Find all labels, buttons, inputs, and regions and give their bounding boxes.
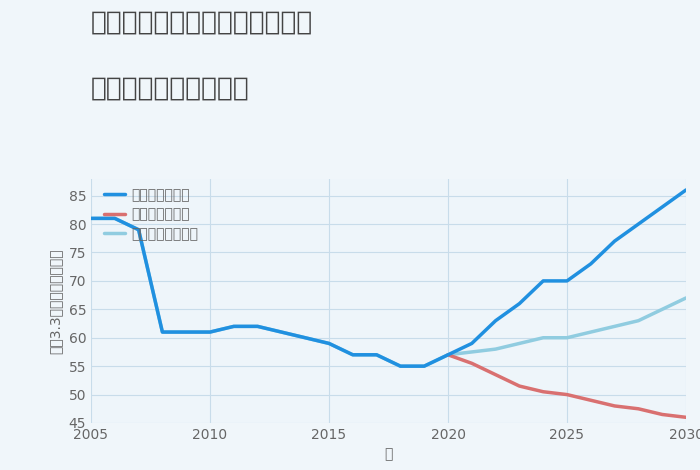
- ノーマルシナリオ: [491, 346, 500, 352]
- グッドシナリオ: [158, 329, 167, 335]
- グッドシナリオ: [206, 329, 214, 335]
- ノーマルシナリオ: [206, 329, 214, 335]
- バッドシナリオ: [491, 372, 500, 377]
- ノーマルシナリオ: [658, 306, 666, 312]
- グッドシナリオ: [444, 352, 452, 358]
- グッドシナリオ: [658, 204, 666, 210]
- バッドシナリオ: [610, 403, 619, 409]
- Text: 三重県津市一志町みのりヶ丘の: 三重県津市一志町みのりヶ丘の: [91, 9, 314, 35]
- バッドシナリオ: [634, 406, 643, 412]
- ノーマルシナリオ: [634, 318, 643, 323]
- グッドシナリオ: [468, 341, 476, 346]
- バッドシナリオ: [682, 415, 690, 420]
- グッドシナリオ: [539, 278, 547, 284]
- グッドシナリオ: [491, 318, 500, 323]
- バッドシナリオ: [658, 412, 666, 417]
- グッドシナリオ: [301, 335, 309, 341]
- ノーマルシナリオ: [277, 329, 286, 335]
- バッドシナリオ: [444, 352, 452, 358]
- バッドシナリオ: [515, 383, 524, 389]
- ノーマルシナリオ: [349, 352, 357, 358]
- ノーマルシナリオ: [468, 349, 476, 355]
- Y-axis label: 坪（3.3㎡）単価（万円）: 坪（3.3㎡）単価（万円）: [49, 248, 63, 353]
- グッドシナリオ: [372, 352, 381, 358]
- X-axis label: 年: 年: [384, 447, 393, 462]
- バッドシナリオ: [539, 389, 547, 394]
- バッドシナリオ: [563, 392, 571, 398]
- ノーマルシナリオ: [111, 216, 119, 221]
- ノーマルシナリオ: [325, 341, 333, 346]
- グッドシナリオ: [277, 329, 286, 335]
- バッドシナリオ: [587, 398, 595, 403]
- ノーマルシナリオ: [182, 329, 190, 335]
- Line: グッドシナリオ: グッドシナリオ: [91, 190, 686, 366]
- ノーマルシナリオ: [610, 323, 619, 329]
- ノーマルシナリオ: [134, 227, 143, 233]
- グッドシナリオ: [253, 323, 262, 329]
- ノーマルシナリオ: [372, 352, 381, 358]
- グッドシナリオ: [325, 341, 333, 346]
- グッドシナリオ: [134, 227, 143, 233]
- グッドシナリオ: [230, 323, 238, 329]
- Line: ノーマルシナリオ: ノーマルシナリオ: [91, 219, 686, 366]
- ノーマルシナリオ: [158, 329, 167, 335]
- グッドシナリオ: [563, 278, 571, 284]
- ノーマルシナリオ: [682, 295, 690, 301]
- グッドシナリオ: [634, 221, 643, 227]
- ノーマルシナリオ: [563, 335, 571, 341]
- グッドシナリオ: [349, 352, 357, 358]
- グッドシナリオ: [515, 301, 524, 306]
- ノーマルシナリオ: [230, 323, 238, 329]
- ノーマルシナリオ: [539, 335, 547, 341]
- ノーマルシナリオ: [253, 323, 262, 329]
- グッドシナリオ: [587, 261, 595, 266]
- ノーマルシナリオ: [301, 335, 309, 341]
- グッドシナリオ: [682, 187, 690, 193]
- バッドシナリオ: [468, 360, 476, 366]
- グッドシナリオ: [396, 363, 405, 369]
- グッドシナリオ: [420, 363, 428, 369]
- Legend: グッドシナリオ, バッドシナリオ, ノーマルシナリオ: グッドシナリオ, バッドシナリオ, ノーマルシナリオ: [104, 188, 199, 241]
- グッドシナリオ: [111, 216, 119, 221]
- Text: 中古戸建ての価格推移: 中古戸建ての価格推移: [91, 75, 250, 101]
- ノーマルシナリオ: [587, 329, 595, 335]
- グッドシナリオ: [87, 216, 95, 221]
- ノーマルシナリオ: [444, 352, 452, 358]
- ノーマルシナリオ: [420, 363, 428, 369]
- ノーマルシナリオ: [515, 341, 524, 346]
- Line: バッドシナリオ: バッドシナリオ: [448, 355, 686, 417]
- ノーマルシナリオ: [87, 216, 95, 221]
- ノーマルシナリオ: [396, 363, 405, 369]
- グッドシナリオ: [182, 329, 190, 335]
- グッドシナリオ: [610, 238, 619, 244]
